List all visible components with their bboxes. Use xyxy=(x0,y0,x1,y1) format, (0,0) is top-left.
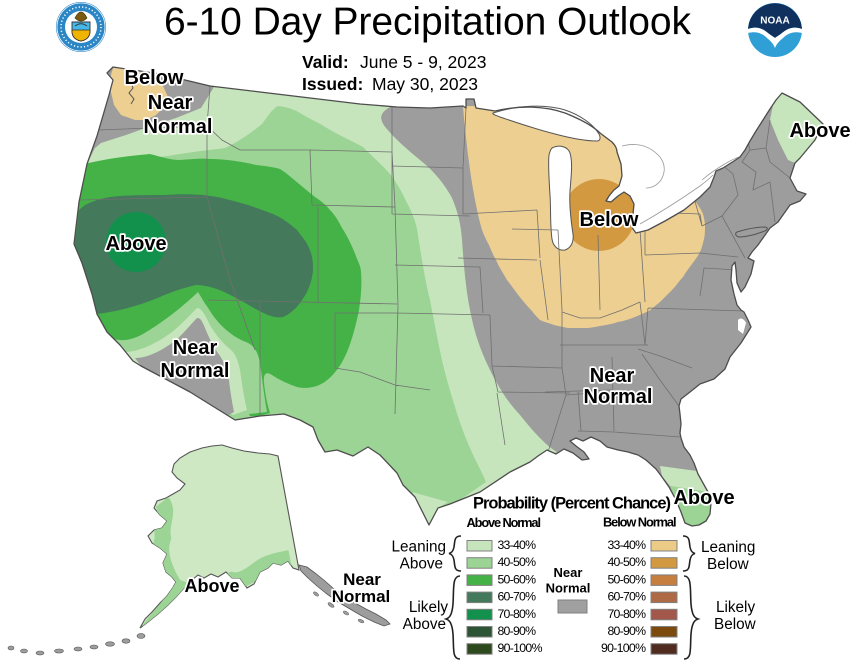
svg-text:Above: Above xyxy=(403,616,446,633)
svg-text:Likely: Likely xyxy=(716,599,755,616)
svg-text:Near: Near xyxy=(554,565,583,580)
svg-text:Likely: Likely xyxy=(409,599,448,616)
svg-text:60-70%: 60-70% xyxy=(498,590,537,604)
svg-text:Below Normal: Below Normal xyxy=(603,515,677,530)
svg-text:Near: Near xyxy=(590,365,635,387)
svg-text:80-90%: 80-90% xyxy=(498,624,537,638)
svg-text:70-80%: 70-80% xyxy=(498,607,537,621)
svg-text:Normal: Normal xyxy=(144,116,213,138)
svg-text:Below: Below xyxy=(707,556,750,573)
svg-text:Above: Above xyxy=(105,233,166,255)
svg-text:Below: Below xyxy=(125,67,184,89)
svg-text:Normal: Normal xyxy=(332,587,391,606)
svg-text:33-40%: 33-40% xyxy=(608,538,647,552)
svg-text:Normal: Normal xyxy=(161,360,230,382)
svg-text:6-10 Day Precipitation Outlook: 6-10 Day Precipitation Outlook xyxy=(164,1,692,44)
svg-text:Issued:May 30, 2023: Issued: May 30, 2023 xyxy=(302,74,478,94)
svg-text:Above: Above xyxy=(184,576,239,596)
svg-text:33-40%: 33-40% xyxy=(498,538,537,552)
svg-text:Near: Near xyxy=(173,337,218,359)
svg-text:Leaning: Leaning xyxy=(701,539,755,556)
svg-text:90-100%: 90-100% xyxy=(601,641,646,655)
svg-text:Below: Below xyxy=(580,209,639,231)
svg-text:Below: Below xyxy=(714,616,757,633)
svg-text:40-50%: 40-50% xyxy=(608,555,647,569)
svg-text:Probability (Percent Chance): Probability (Percent Chance) xyxy=(473,495,671,513)
svg-text:Near: Near xyxy=(148,92,193,114)
svg-text:Near: Near xyxy=(343,570,381,589)
svg-text:Above: Above xyxy=(673,487,734,509)
svg-text:50-60%: 50-60% xyxy=(608,572,647,586)
svg-text:50-60%: 50-60% xyxy=(498,572,537,586)
svg-text:Leaning: Leaning xyxy=(392,539,446,556)
svg-text:40-50%: 40-50% xyxy=(498,555,537,569)
svg-text:Normal: Normal xyxy=(546,581,591,596)
svg-text:NOAA: NOAA xyxy=(760,16,789,27)
svg-text:Above: Above xyxy=(789,120,850,142)
svg-text:80-90%: 80-90% xyxy=(608,624,647,638)
svg-text:70-80%: 70-80% xyxy=(608,607,647,621)
svg-text:90-100%: 90-100% xyxy=(498,641,543,655)
svg-text:Above: Above xyxy=(400,556,443,573)
svg-text:Valid:June 5 - 9, 2023: Valid: June 5 - 9, 2023 xyxy=(302,52,486,72)
svg-text:Above Normal: Above Normal xyxy=(467,515,542,530)
svg-text:60-70%: 60-70% xyxy=(608,590,647,604)
svg-text:Normal: Normal xyxy=(584,386,653,408)
